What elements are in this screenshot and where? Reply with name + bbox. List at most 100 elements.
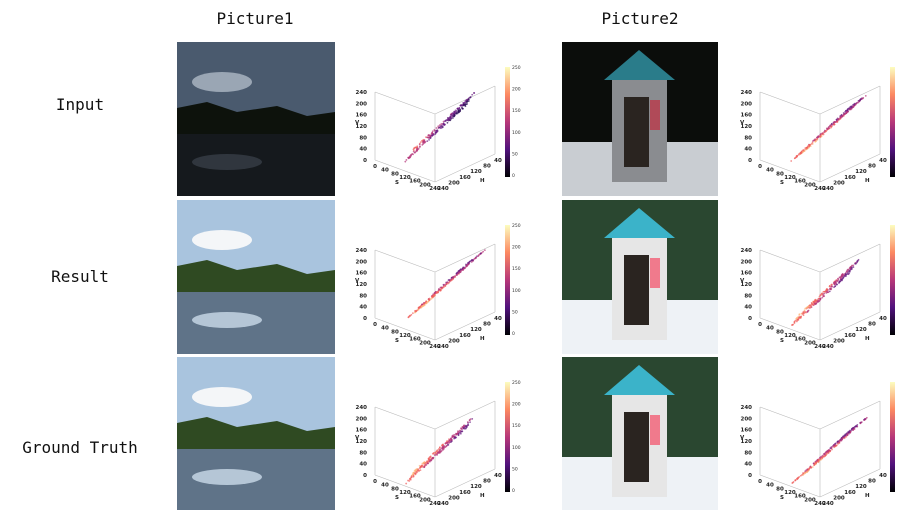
colorbar-tick-label: 250: [512, 380, 521, 386]
scatter-point: [820, 456, 822, 458]
scatter-point: [447, 282, 449, 284]
photo: [562, 357, 718, 510]
scatter-point: [454, 437, 456, 439]
scatter-point: [419, 144, 421, 146]
scatter-point: [458, 272, 460, 274]
scatter-point: [826, 289, 828, 291]
h-axis-label: H: [865, 336, 870, 342]
scatter-point: [432, 296, 434, 298]
scatter-point: [421, 466, 423, 468]
z-tick-label: 160: [356, 428, 368, 434]
s-axis-label: S: [780, 495, 784, 501]
z-tick-label: 160: [741, 271, 753, 277]
photo: [177, 200, 335, 354]
colorbar-tick-label: 200: [512, 87, 521, 93]
s-tick-label: 0: [373, 479, 377, 485]
h-axis-label: H: [480, 336, 485, 342]
scatter-point: [819, 294, 821, 296]
scatter-point: [809, 304, 811, 306]
scatter-point: [471, 94, 473, 96]
colorbar-tick-label: 50: [512, 309, 518, 315]
scatter-point: [450, 117, 452, 119]
scatter-point: [824, 291, 826, 293]
z-tick-label: 200: [741, 259, 753, 265]
door: [624, 412, 649, 482]
scatter-point: [405, 483, 407, 485]
scatter-point: [859, 422, 861, 424]
h-axis-label: H: [865, 493, 870, 499]
scatter-point: [861, 98, 863, 100]
axis-edge: [820, 401, 880, 429]
z-tick-label: 200: [356, 101, 368, 107]
z-tick-label: 240: [356, 248, 368, 254]
scatter-point: [474, 257, 476, 259]
scatter-point: [412, 312, 414, 314]
scatter-point: [447, 122, 449, 124]
scatter-point: [834, 285, 836, 287]
photo: [562, 42, 718, 196]
colorbar-tick-label: 200: [512, 402, 521, 408]
scatter-point: [809, 466, 811, 468]
scatter-point: [471, 418, 473, 420]
scatter-point: [452, 117, 454, 119]
hsv-plot: 04080120160200240V04080120160200240S2402…: [740, 382, 895, 507]
h-tick-label: 40: [879, 158, 887, 164]
scatter-point: [466, 101, 468, 103]
z-tick-label: 0: [363, 473, 367, 479]
s-axis-label: S: [780, 180, 784, 186]
h-tick-label: 240: [437, 186, 449, 192]
z-tick-label: 0: [748, 473, 752, 479]
scatter-point: [852, 105, 854, 107]
scatter-point: [445, 120, 447, 122]
scatter-point: [468, 98, 470, 100]
scatter-point: [855, 103, 857, 105]
scatter-point: [445, 284, 447, 286]
scatter-point: [448, 279, 450, 281]
reflection: [192, 154, 262, 170]
scatter-point: [469, 419, 471, 421]
s-tick-label: 80: [391, 329, 399, 335]
s-tick-label: 0: [758, 322, 762, 328]
z-tick-label: 80: [744, 293, 752, 299]
scatter-point: [852, 266, 854, 268]
scatter-point: [815, 302, 817, 304]
scatter-point: [456, 274, 458, 276]
scatter-point: [445, 442, 447, 444]
scatter-point: [798, 314, 800, 316]
scatter-point: [417, 468, 419, 470]
scatter-point: [849, 432, 851, 434]
scatter-point: [864, 418, 866, 420]
h-tick-label: 160: [459, 175, 471, 181]
row-label: Input: [56, 95, 104, 114]
scatter-point: [428, 139, 430, 141]
z-tick-label: 0: [363, 316, 367, 322]
hsv-plot: 04080120160200240V04080120160200240S2402…: [355, 380, 521, 507]
scatter-point: [440, 127, 442, 129]
colorbar: [505, 67, 510, 177]
scatter-point: [431, 134, 433, 136]
scatter-point: [434, 454, 436, 456]
h-tick-label: 240: [437, 501, 449, 507]
z-axis-label: V: [355, 278, 360, 284]
z-tick-label: 200: [741, 101, 753, 107]
scatter-point: [812, 466, 814, 468]
scatter-point: [851, 265, 853, 267]
scatter-point: [848, 272, 850, 274]
scatter-point: [454, 111, 456, 113]
colorbar: [890, 67, 895, 177]
scatter-point: [835, 279, 837, 281]
scatter-point: [408, 157, 410, 159]
colorbar-tick-label: 0: [512, 173, 515, 179]
scatter-point: [421, 463, 423, 465]
colorbar: [505, 225, 510, 335]
scatter-point: [442, 123, 444, 125]
scatter-point: [453, 114, 455, 116]
z-tick-label: 40: [359, 305, 367, 311]
scatter-point: [796, 478, 798, 480]
z-tick-label: 40: [359, 462, 367, 468]
z-tick-label: 0: [748, 158, 752, 164]
h-tick-label: 160: [844, 490, 856, 496]
scatter-point: [416, 148, 418, 150]
h-tick-label: 80: [868, 322, 876, 328]
scatter-point: [812, 304, 814, 306]
